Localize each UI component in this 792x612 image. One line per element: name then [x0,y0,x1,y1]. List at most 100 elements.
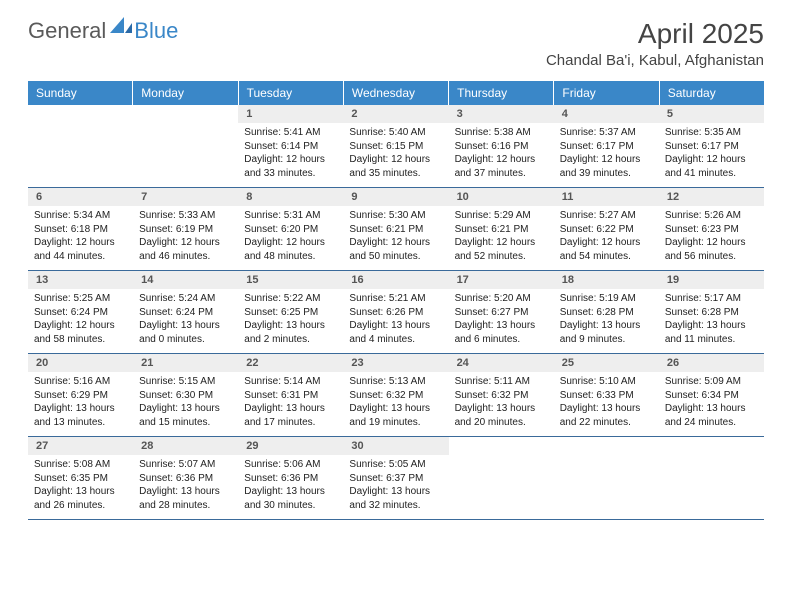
sunrise-line: Sunrise: 5:27 AM [560,209,653,223]
day-cell: 23Sunrise: 5:13 AMSunset: 6:32 PMDayligh… [343,354,448,436]
daylight-line: Daylight: 12 hours and 52 minutes. [455,236,548,263]
sunrise-line: Sunrise: 5:25 AM [34,292,127,306]
sunrise-line: Sunrise: 5:31 AM [244,209,337,223]
daylight-line: Daylight: 13 hours and 20 minutes. [455,402,548,429]
day-cell: 28Sunrise: 5:07 AMSunset: 6:36 PMDayligh… [133,437,238,519]
daylight-line: Daylight: 12 hours and 50 minutes. [349,236,442,263]
day-number: 21 [133,354,238,372]
day-body: Sunrise: 5:31 AMSunset: 6:20 PMDaylight:… [238,206,343,267]
sunset-line: Sunset: 6:16 PM [455,140,548,154]
day-cell: 10Sunrise: 5:29 AMSunset: 6:21 PMDayligh… [449,188,554,270]
sunset-line: Sunset: 6:26 PM [349,306,442,320]
day-number: 19 [659,271,764,289]
day-cell: 14Sunrise: 5:24 AMSunset: 6:24 PMDayligh… [133,271,238,353]
sunset-line: Sunset: 6:32 PM [455,389,548,403]
month-title: April 2025 [546,18,764,50]
sunrise-line: Sunrise: 5:30 AM [349,209,442,223]
daylight-line: Daylight: 13 hours and 24 minutes. [665,402,758,429]
logo: General Blue [28,18,178,44]
day-number: 16 [343,271,448,289]
week-row: 6Sunrise: 5:34 AMSunset: 6:18 PMDaylight… [28,188,764,271]
day-body: Sunrise: 5:06 AMSunset: 6:36 PMDaylight:… [238,455,343,516]
daylight-line: Daylight: 12 hours and 56 minutes. [665,236,758,263]
day-body: Sunrise: 5:29 AMSunset: 6:21 PMDaylight:… [449,206,554,267]
day-cell: 2Sunrise: 5:40 AMSunset: 6:15 PMDaylight… [343,105,448,187]
day-body: Sunrise: 5:37 AMSunset: 6:17 PMDaylight:… [554,123,659,184]
sunrise-line: Sunrise: 5:35 AM [665,126,758,140]
day-cell: 6Sunrise: 5:34 AMSunset: 6:18 PMDaylight… [28,188,133,270]
day-body: Sunrise: 5:15 AMSunset: 6:30 PMDaylight:… [133,372,238,433]
sunrise-line: Sunrise: 5:17 AM [665,292,758,306]
day-number: 18 [554,271,659,289]
sunrise-line: Sunrise: 5:21 AM [349,292,442,306]
sunset-line: Sunset: 6:37 PM [349,472,442,486]
day-body: Sunrise: 5:09 AMSunset: 6:34 PMDaylight:… [659,372,764,433]
day-cell: 9Sunrise: 5:30 AMSunset: 6:21 PMDaylight… [343,188,448,270]
day-cell: 17Sunrise: 5:20 AMSunset: 6:27 PMDayligh… [449,271,554,353]
day-number: 11 [554,188,659,206]
sunrise-line: Sunrise: 5:06 AM [244,458,337,472]
day-body: Sunrise: 5:08 AMSunset: 6:35 PMDaylight:… [28,455,133,516]
day-body: Sunrise: 5:34 AMSunset: 6:18 PMDaylight:… [28,206,133,267]
day-number: 24 [449,354,554,372]
week-row: 13Sunrise: 5:25 AMSunset: 6:24 PMDayligh… [28,271,764,354]
day-header: Friday [554,81,659,105]
day-cell: 11Sunrise: 5:27 AMSunset: 6:22 PMDayligh… [554,188,659,270]
day-body: Sunrise: 5:10 AMSunset: 6:33 PMDaylight:… [554,372,659,433]
day-number: 27 [28,437,133,455]
sunrise-line: Sunrise: 5:33 AM [139,209,232,223]
calendar: SundayMondayTuesdayWednesdayThursdayFrid… [0,75,792,520]
sunset-line: Sunset: 6:27 PM [455,306,548,320]
daylight-line: Daylight: 13 hours and 15 minutes. [139,402,232,429]
day-cell: 5Sunrise: 5:35 AMSunset: 6:17 PMDaylight… [659,105,764,187]
day-body: Sunrise: 5:20 AMSunset: 6:27 PMDaylight:… [449,289,554,350]
sunrise-line: Sunrise: 5:07 AM [139,458,232,472]
daylight-line: Daylight: 13 hours and 0 minutes. [139,319,232,346]
day-cell: 22Sunrise: 5:14 AMSunset: 6:31 PMDayligh… [238,354,343,436]
sunset-line: Sunset: 6:34 PM [665,389,758,403]
day-cell: 7Sunrise: 5:33 AMSunset: 6:19 PMDaylight… [133,188,238,270]
day-cell: 25Sunrise: 5:10 AMSunset: 6:33 PMDayligh… [554,354,659,436]
day-cell: 19Sunrise: 5:17 AMSunset: 6:28 PMDayligh… [659,271,764,353]
day-body: Sunrise: 5:14 AMSunset: 6:31 PMDaylight:… [238,372,343,433]
day-cell: 18Sunrise: 5:19 AMSunset: 6:28 PMDayligh… [554,271,659,353]
sunset-line: Sunset: 6:21 PM [455,223,548,237]
day-body: Sunrise: 5:05 AMSunset: 6:37 PMDaylight:… [343,455,448,516]
sunset-line: Sunset: 6:15 PM [349,140,442,154]
sunrise-line: Sunrise: 5:26 AM [665,209,758,223]
title-block: April 2025 Chandal Ba'i, Kabul, Afghanis… [546,18,764,69]
empty-cell [659,437,764,519]
day-number: 28 [133,437,238,455]
daylight-line: Daylight: 13 hours and 4 minutes. [349,319,442,346]
day-cell: 30Sunrise: 5:05 AMSunset: 6:37 PMDayligh… [343,437,448,519]
sunrise-line: Sunrise: 5:08 AM [34,458,127,472]
daylight-line: Daylight: 13 hours and 22 minutes. [560,402,653,429]
day-body: Sunrise: 5:22 AMSunset: 6:25 PMDaylight:… [238,289,343,350]
day-cell: 15Sunrise: 5:22 AMSunset: 6:25 PMDayligh… [238,271,343,353]
day-body: Sunrise: 5:24 AMSunset: 6:24 PMDaylight:… [133,289,238,350]
empty-cell [554,437,659,519]
daylight-line: Daylight: 12 hours and 48 minutes. [244,236,337,263]
sunset-line: Sunset: 6:17 PM [560,140,653,154]
sunrise-line: Sunrise: 5:16 AM [34,375,127,389]
sunrise-line: Sunrise: 5:40 AM [349,126,442,140]
day-header-row: SundayMondayTuesdayWednesdayThursdayFrid… [28,81,764,105]
day-number: 20 [28,354,133,372]
day-number: 10 [449,188,554,206]
daylight-line: Daylight: 12 hours and 33 minutes. [244,153,337,180]
sunrise-line: Sunrise: 5:34 AM [34,209,127,223]
sunset-line: Sunset: 6:19 PM [139,223,232,237]
day-header: Wednesday [344,81,449,105]
weeks-container: 1Sunrise: 5:41 AMSunset: 6:14 PMDaylight… [28,105,764,520]
day-number: 4 [554,105,659,123]
sunset-line: Sunset: 6:31 PM [244,389,337,403]
day-cell: 20Sunrise: 5:16 AMSunset: 6:29 PMDayligh… [28,354,133,436]
empty-cell [449,437,554,519]
day-header: Sunday [28,81,133,105]
day-cell: 12Sunrise: 5:26 AMSunset: 6:23 PMDayligh… [659,188,764,270]
day-number: 7 [133,188,238,206]
sunrise-line: Sunrise: 5:10 AM [560,375,653,389]
daylight-line: Daylight: 13 hours and 17 minutes. [244,402,337,429]
daylight-line: Daylight: 13 hours and 11 minutes. [665,319,758,346]
day-number: 1 [238,105,343,123]
